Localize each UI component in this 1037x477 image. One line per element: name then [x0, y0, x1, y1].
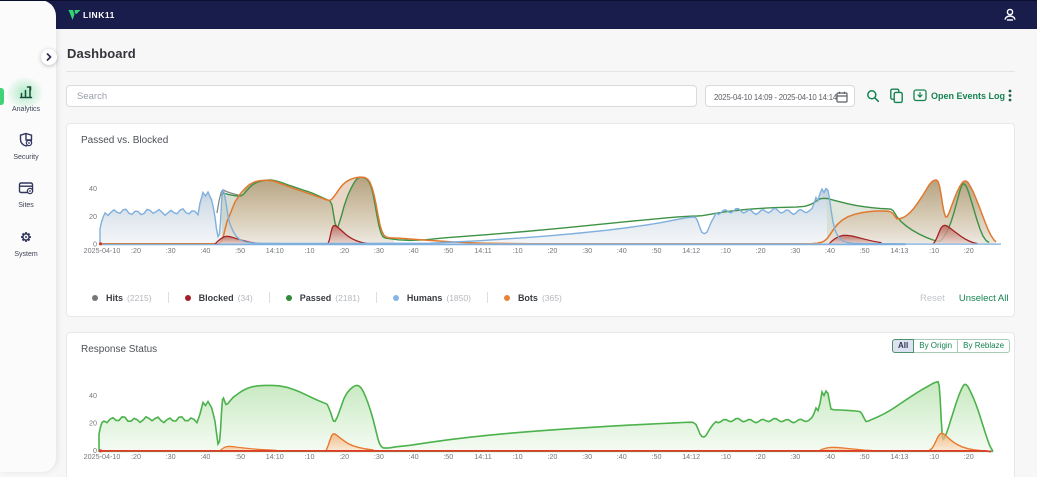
svg-text::50: :50 [652, 452, 662, 461]
svg-text::10: :10 [513, 452, 523, 461]
svg-text::30: :30 [166, 246, 176, 255]
svg-text:2025-04-10: 2025-04-10 [84, 246, 121, 255]
svg-text::10: :10 [305, 246, 315, 255]
svg-text::10: :10 [929, 452, 939, 461]
svg-text:40: 40 [89, 391, 97, 400]
svg-text::20: :20 [339, 452, 349, 461]
svg-text::30: :30 [582, 452, 592, 461]
svg-text::40: :40 [825, 452, 835, 461]
svg-text:0: 0 [93, 446, 97, 455]
svg-text::30: :30 [790, 246, 800, 255]
svg-text:14:13: 14:13 [890, 246, 908, 255]
svg-text::20: :20 [964, 246, 974, 255]
svg-text::30: :30 [790, 452, 800, 461]
svg-text::40: :40 [409, 452, 419, 461]
svg-text:20: 20 [89, 419, 97, 428]
svg-text:40: 40 [89, 184, 97, 193]
svg-text:14:12: 14:12 [682, 452, 700, 461]
svg-text:2025-04-10: 2025-04-10 [84, 452, 121, 461]
svg-text:14:11: 14:11 [474, 246, 491, 255]
svg-text::40: :40 [409, 246, 419, 255]
svg-text:14:11: 14:11 [474, 452, 491, 461]
svg-text:14:12: 14:12 [682, 246, 700, 255]
svg-text::40: :40 [825, 246, 835, 255]
svg-text::40: :40 [617, 452, 627, 461]
svg-text:14:13: 14:13 [890, 452, 908, 461]
svg-text::30: :30 [374, 246, 384, 255]
svg-text::30: :30 [582, 246, 592, 255]
svg-text::30: :30 [374, 452, 384, 461]
svg-text::20: :20 [756, 246, 766, 255]
svg-text::20: :20 [756, 452, 766, 461]
svg-text::20: :20 [339, 246, 349, 255]
svg-text::10: :10 [305, 452, 315, 461]
svg-text::10: :10 [721, 452, 731, 461]
svg-text::40: :40 [617, 246, 627, 255]
svg-text::50: :50 [860, 452, 870, 461]
svg-text::40: :40 [200, 452, 210, 461]
svg-text::10: :10 [721, 246, 731, 255]
svg-text::50: :50 [860, 246, 870, 255]
svg-text::40: :40 [200, 246, 210, 255]
svg-text:14:10: 14:10 [266, 452, 284, 461]
svg-text::50: :50 [235, 246, 245, 255]
svg-text:14:10: 14:10 [266, 246, 284, 255]
svg-text::50: :50 [235, 452, 245, 461]
svg-text::50: :50 [443, 452, 453, 461]
svg-text::20: :20 [131, 246, 141, 255]
svg-text::50: :50 [652, 246, 662, 255]
svg-text:20: 20 [89, 212, 97, 221]
svg-text::20: :20 [547, 452, 557, 461]
svg-text::20: :20 [964, 452, 974, 461]
svg-text:0: 0 [93, 240, 97, 249]
svg-text::20: :20 [131, 452, 141, 461]
svg-text::10: :10 [929, 246, 939, 255]
svg-text::30: :30 [166, 452, 176, 461]
svg-text::50: :50 [443, 246, 453, 255]
svg-text::10: :10 [513, 246, 523, 255]
svg-text::20: :20 [547, 246, 557, 255]
